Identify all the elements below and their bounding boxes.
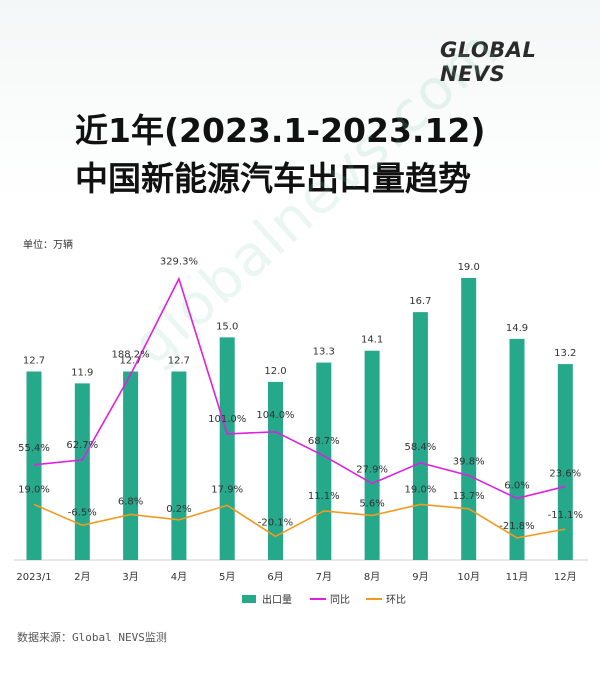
bar-export-5 [219, 337, 235, 560]
bar-label-9: 16.7 [409, 296, 431, 307]
bar-export-4 [171, 371, 187, 560]
x-tick-label-11: 11月 [506, 571, 529, 583]
bar-label-1: 12.7 [23, 356, 45, 367]
x-tick-label-5: 5月 [219, 571, 235, 583]
x-tick-label-3: 3月 [122, 571, 138, 583]
yoy-label-8: 27.9% [356, 465, 388, 476]
x-tick-label-2: 2月 [74, 571, 90, 583]
yoy-label-6: 104.0% [256, 410, 294, 421]
mom-label-5: 17.9% [211, 484, 243, 495]
legend-label-1: 出口量 [262, 593, 292, 606]
header-background [0, 0, 600, 200]
yoy-label-2: 62.7% [66, 440, 98, 451]
yoy-label-10: 39.8% [453, 456, 485, 467]
yoy-label-9: 58.4% [405, 442, 437, 453]
bar-export-3 [123, 371, 139, 560]
mom-label-10: 13.7% [453, 491, 485, 502]
line-yoy [33, 276, 566, 500]
bar-export-6 [268, 381, 283, 560]
page-subtitle: 中国新能源汽车出口量趋势 [75, 159, 471, 198]
brand-logo: GLOBAL NEVS [440, 38, 537, 86]
bar-label-8: 14.1 [361, 335, 383, 346]
bar-label-2: 11.9 [71, 367, 93, 378]
mom-label-12: -11.1% [548, 510, 583, 521]
bar-export-8 [364, 350, 380, 560]
mom-label-6: -20.1% [258, 517, 293, 528]
bar-export-12 [557, 364, 573, 560]
line-mom [33, 503, 566, 539]
mom-label-9: 19.0% [405, 484, 437, 495]
bar-label-11: 14.9 [506, 323, 528, 334]
x-tick-label-8: 8月 [364, 571, 380, 583]
bar-label-10: 19.0 [458, 262, 480, 273]
page-title: 近1年(2023.1-2023.12) [75, 111, 486, 150]
bar-export-11 [509, 338, 525, 560]
bar-label-12: 13.2 [554, 348, 576, 359]
x-tick-label-9: 9月 [412, 571, 428, 583]
x-tick-label-6: 6月 [267, 571, 283, 583]
bar-export-9 [412, 312, 428, 560]
yoy-label-3: 188.2% [112, 350, 150, 361]
yoy-label-7: 68.7% [308, 436, 340, 447]
yoy-label-11: 6.0% [504, 480, 529, 491]
legend-label-2: 同比 [330, 594, 350, 606]
bar-label-7: 13.3 [313, 347, 335, 358]
mom-label-8: 5.6% [359, 498, 384, 509]
x-tick-label-12: 12月 [554, 571, 577, 583]
x-tick-label-7: 7月 [316, 571, 332, 583]
bar-label-3: 12.7 [119, 356, 141, 367]
yoy-label-12: 23.6% [549, 468, 581, 479]
data-source: 数据来源：Global NEVS监测 [17, 631, 167, 644]
mom-label-3: 6.8% [118, 496, 143, 507]
yoy-label-1: 55.4% [18, 443, 50, 454]
yoy-label-5: 101.0% [208, 414, 246, 425]
mom-label-1: 19.0% [18, 484, 50, 495]
bar-export-1 [26, 371, 42, 560]
bar-export-2 [74, 383, 90, 560]
bar-label-4: 12.7 [168, 356, 190, 367]
legend-label-3: 环比 [386, 594, 406, 606]
x-tick-label-10: 10月 [457, 571, 480, 583]
legend-swatch-1 [242, 595, 256, 603]
mom-label-7: 11.1% [308, 491, 340, 502]
x-tick-label-1: 2023/1 [16, 572, 51, 583]
yoy-label-4: 329.3% [160, 257, 198, 268]
bar-export-10 [461, 278, 477, 560]
mom-label-11: -21.8% [499, 521, 534, 532]
mom-label-4: 0.2% [166, 504, 191, 515]
bar-export-7 [316, 362, 332, 560]
x-tick-label-4: 4月 [171, 571, 187, 583]
unit-label: 单位：万辆 [23, 240, 73, 251]
mom-label-2: -6.5% [68, 507, 97, 518]
bar-label-5: 15.0 [216, 321, 238, 332]
bar-label-6: 12.0 [264, 366, 286, 377]
